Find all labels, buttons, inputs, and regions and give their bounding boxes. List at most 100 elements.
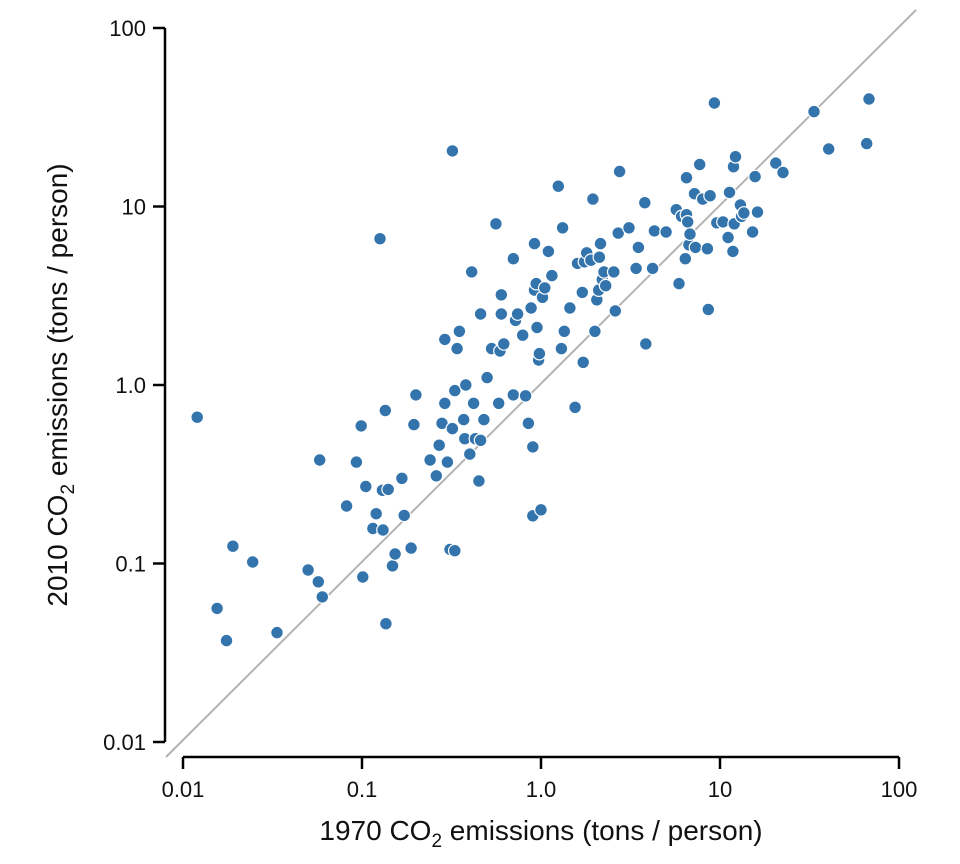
data-point	[491, 396, 506, 411]
data-point	[629, 261, 643, 276]
data-point	[568, 400, 582, 415]
data-point	[576, 355, 591, 370]
y-tick-label: 0.01	[103, 730, 146, 755]
data-point	[518, 388, 533, 403]
data-point	[862, 92, 876, 106]
data-point	[466, 396, 481, 411]
data-point	[452, 324, 467, 339]
data-point	[745, 225, 760, 239]
data-point	[527, 236, 542, 251]
data-point	[575, 285, 590, 300]
data-point	[638, 337, 653, 351]
data-point	[494, 287, 509, 302]
data-point	[821, 142, 836, 156]
data-point	[645, 261, 660, 276]
y-tick-label: 1.0	[115, 373, 146, 398]
data-point	[612, 164, 627, 179]
data-point	[432, 438, 447, 453]
data-point	[679, 170, 694, 185]
data-point	[608, 304, 623, 318]
data-point	[534, 502, 548, 517]
y-axis-title-post: emissions (tons / person)	[42, 163, 73, 484]
x-axis-title-sub: 2	[431, 831, 442, 852]
data-point	[592, 250, 607, 265]
x-tick-label: 100	[881, 777, 918, 802]
data-point	[707, 96, 722, 110]
data-point	[447, 543, 462, 558]
data-point	[388, 547, 403, 561]
y-axis-title: 2010 CO2 emissions (tons / person)	[42, 163, 79, 606]
data-point	[311, 574, 326, 589]
data-point	[437, 332, 452, 347]
data-point	[489, 216, 503, 231]
x-tick-label: 0.1	[347, 777, 378, 802]
data-point	[557, 324, 572, 339]
data-point	[506, 388, 521, 402]
data-point	[622, 220, 636, 235]
data-point	[748, 169, 762, 184]
data-point	[458, 378, 473, 392]
data-point	[728, 149, 743, 164]
x-tick-label: 0.01	[162, 777, 205, 802]
data-point	[437, 396, 452, 411]
data-point	[678, 251, 693, 266]
data-point	[611, 226, 626, 241]
data-point	[409, 388, 423, 402]
data-point	[606, 265, 621, 279]
data-point	[407, 417, 421, 432]
data-point	[537, 281, 552, 295]
data-point	[524, 301, 538, 315]
data-point	[301, 563, 316, 577]
data-point	[385, 559, 400, 573]
data-point	[750, 205, 765, 220]
data-point	[445, 143, 460, 158]
data-point	[423, 453, 438, 467]
data-point	[700, 241, 715, 256]
data-point	[355, 570, 370, 584]
data-point	[521, 416, 536, 431]
y-tick-label: 0.1	[115, 552, 146, 577]
data-point	[768, 156, 783, 171]
data-point	[447, 383, 462, 398]
data-point	[726, 244, 740, 259]
data-point	[379, 616, 393, 631]
data-point	[404, 541, 419, 555]
data-point	[510, 307, 525, 321]
data-point	[551, 179, 566, 194]
data-point	[190, 410, 205, 425]
data-point	[545, 268, 559, 283]
data-point	[373, 231, 387, 246]
data-point	[776, 165, 790, 180]
x-ticks-layer: 0.01 0.1 1.0 10 100	[162, 757, 918, 802]
data-point	[349, 455, 364, 470]
data-point	[859, 136, 874, 151]
data-point	[315, 590, 330, 604]
data-point	[395, 471, 409, 486]
data-point	[450, 341, 465, 356]
data-point	[477, 412, 491, 427]
data-point	[701, 302, 716, 317]
data-point	[381, 482, 396, 497]
data-point	[462, 447, 477, 462]
y-axis-title-pre: 2010 CO	[42, 495, 73, 607]
data-point	[456, 412, 471, 427]
data-point	[397, 508, 412, 523]
data-point	[376, 523, 390, 537]
data-point	[631, 240, 646, 255]
data-point	[555, 220, 570, 235]
data-point	[445, 421, 460, 436]
data-point	[530, 320, 544, 335]
reference-line-y-equals-x	[165, 9, 917, 758]
data-point	[703, 188, 717, 203]
data-point	[506, 251, 521, 266]
data-point	[692, 157, 707, 172]
data-point	[225, 539, 240, 554]
data-point	[659, 225, 673, 239]
x-axis-title: 1970 CO2 emissions (tons / person)	[319, 815, 762, 852]
data-point	[680, 214, 695, 229]
y-tick-label: 10	[122, 195, 146, 220]
data-point	[647, 223, 662, 238]
points-layer	[190, 92, 876, 648]
data-point	[494, 307, 509, 321]
